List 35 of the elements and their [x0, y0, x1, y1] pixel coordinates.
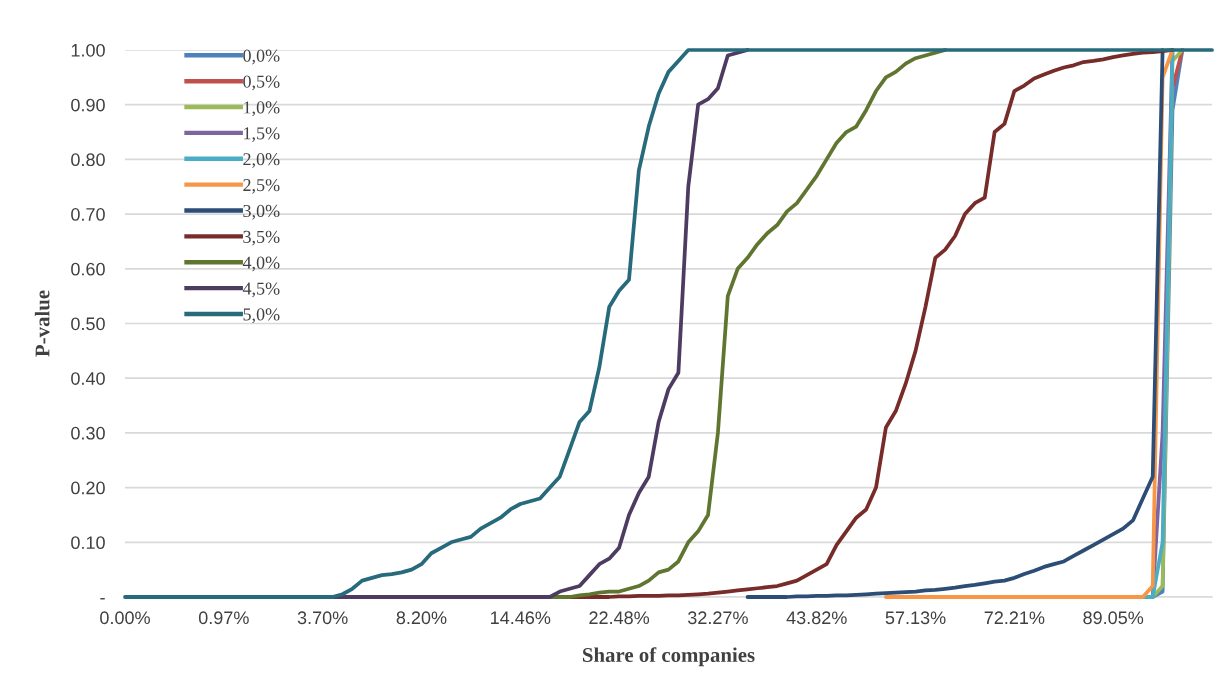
x-tick-label: 22.48%: [589, 611, 650, 625]
legend-label: 0,5%: [243, 75, 280, 91]
legend-label: 2,0%: [243, 153, 280, 168]
y-tick-label: 0.40: [71, 372, 105, 385]
x-tick-label: 72.21%: [984, 611, 1045, 625]
legend-label: 1,5%: [244, 127, 280, 142]
legend-label: 3,0%: [243, 204, 280, 220]
y-tick-label: 0.60: [71, 262, 105, 276]
x-tick-label: 0.97%: [198, 611, 249, 625]
y-tick-label: 0.80: [71, 153, 105, 167]
legend-label: 4,5%: [242, 282, 280, 298]
y-axis-title: P-value: [34, 290, 50, 357]
x-tick-label: 57.13%: [885, 611, 946, 625]
legend-label: 5,0%: [243, 308, 280, 324]
x-tick-label: 8.20%: [396, 611, 447, 625]
legend-label: 3,5%: [243, 230, 280, 246]
y-tick-label: 0.90: [71, 98, 105, 112]
y-tick-label: 0.50: [71, 317, 105, 331]
x-axis-title: Share of companies: [582, 647, 755, 667]
x-tick-label: 43.82%: [786, 611, 847, 625]
y-tick-label: 0.10: [71, 536, 105, 550]
x-tick-label: 14.46%: [491, 611, 551, 625]
y-tick-label: 0.70: [71, 208, 105, 221]
x-tick-label: 3.70%: [297, 611, 348, 625]
x-tick-label: 89.05%: [1083, 611, 1144, 625]
legend-label: 2,5%: [243, 178, 280, 194]
legend-label: 1,0%: [244, 101, 280, 117]
y-tick-label: 0.30: [71, 426, 105, 440]
y-tick-label: -: [100, 598, 105, 600]
legend-label: 4,0%: [242, 256, 280, 272]
x-tick-label: 32.27%: [687, 611, 748, 625]
y-tick-label: 0.20: [71, 481, 105, 495]
y-tick-label: 1.00: [71, 43, 105, 57]
legend-label: 0,0%: [243, 49, 280, 65]
x-tick-label: 0.00%: [100, 611, 150, 625]
